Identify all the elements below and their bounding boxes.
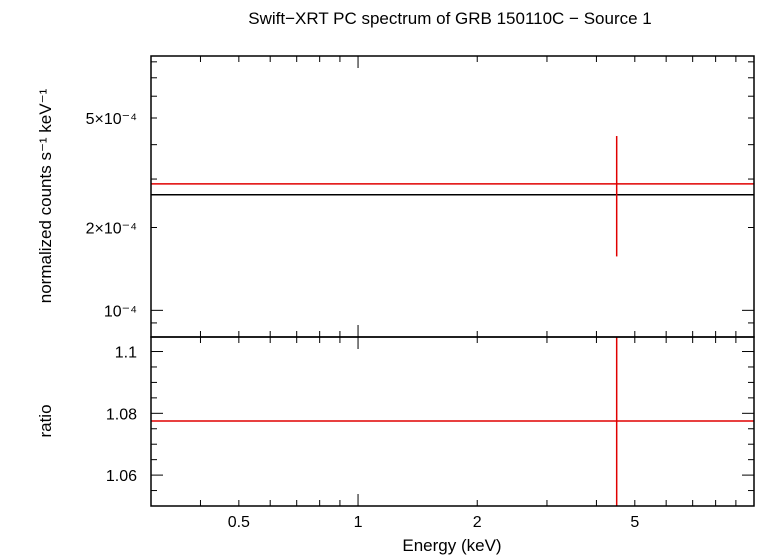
spectrum-y-axis-label: normalized counts s⁻¹ keV⁻¹ xyxy=(36,88,55,303)
ratio-y-tick-label: 1.06 xyxy=(106,468,137,485)
spectrum-y-tick-label: 10⁻⁴ xyxy=(104,303,137,320)
x-axis-label: Energy (keV) xyxy=(402,536,501,555)
chart-title: Swift−XRT PC spectrum of GRB 150110C − S… xyxy=(248,9,651,28)
panel-frames xyxy=(150,55,755,507)
ratio-y-axis-label: ratio xyxy=(36,404,55,437)
x-tick-label: 2 xyxy=(473,514,482,531)
spectrum-y-tick-label: 2×10⁻⁴ xyxy=(86,220,137,237)
ratio-y-tick-label: 1.1 xyxy=(115,345,137,362)
spectrum-panel-frame xyxy=(150,55,755,338)
spectrum-y-tick-label: 5×10⁻⁴ xyxy=(86,111,137,128)
ratio-y-tick-label: 1.08 xyxy=(106,406,137,423)
axis-ticks xyxy=(150,56,755,507)
ratio-panel-frame xyxy=(150,336,755,507)
data-marks xyxy=(151,136,754,506)
axis-tick-labels: 5×10⁻⁴ 2×10⁻⁴ 10⁻⁴ 1.06 1.08 1.1 0.5 1 2 5 xyxy=(86,111,640,531)
x-tick-label: 0.5 xyxy=(228,514,250,531)
x-tick-label: 1 xyxy=(354,514,363,531)
x-tick-label: 5 xyxy=(630,514,639,531)
